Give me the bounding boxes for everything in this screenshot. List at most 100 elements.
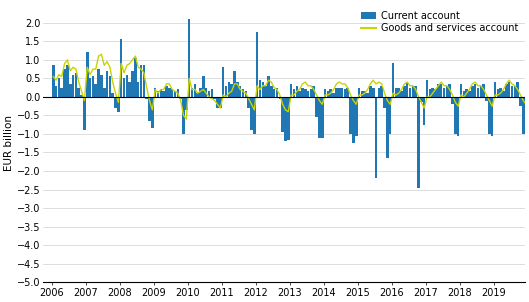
- Bar: [395, 88, 397, 97]
- Bar: [77, 88, 80, 97]
- Bar: [301, 88, 304, 97]
- Bar: [304, 89, 306, 97]
- Bar: [338, 88, 341, 97]
- Bar: [182, 97, 185, 134]
- Bar: [375, 97, 377, 178]
- Bar: [434, 89, 437, 97]
- Bar: [321, 97, 324, 138]
- Bar: [437, 84, 440, 97]
- Bar: [202, 76, 205, 97]
- Bar: [389, 97, 391, 134]
- Bar: [324, 89, 326, 97]
- Bar: [100, 75, 103, 97]
- Bar: [123, 78, 125, 97]
- Bar: [477, 88, 479, 97]
- Bar: [69, 84, 71, 97]
- Bar: [191, 88, 193, 97]
- Bar: [409, 88, 412, 97]
- Bar: [179, 97, 182, 99]
- Bar: [293, 89, 295, 97]
- Bar: [227, 82, 230, 97]
- Bar: [494, 82, 496, 97]
- Bar: [250, 97, 253, 130]
- Bar: [491, 97, 494, 136]
- Bar: [403, 86, 406, 97]
- Bar: [259, 80, 261, 97]
- Bar: [120, 39, 123, 97]
- Bar: [219, 97, 222, 108]
- Bar: [519, 97, 522, 106]
- Bar: [106, 71, 108, 97]
- Bar: [412, 86, 414, 97]
- Bar: [366, 93, 369, 97]
- Bar: [196, 93, 199, 97]
- Bar: [75, 73, 77, 97]
- Bar: [361, 91, 363, 97]
- Bar: [499, 88, 502, 97]
- Bar: [248, 97, 250, 108]
- Bar: [344, 89, 346, 97]
- Bar: [157, 91, 159, 97]
- Bar: [188, 19, 190, 97]
- Bar: [330, 89, 332, 97]
- Bar: [440, 84, 442, 97]
- Bar: [80, 95, 83, 97]
- Bar: [454, 97, 457, 134]
- Bar: [449, 84, 451, 97]
- Bar: [225, 86, 227, 97]
- Bar: [417, 97, 420, 188]
- Bar: [426, 80, 428, 97]
- Bar: [112, 93, 114, 97]
- Y-axis label: EUR billion: EUR billion: [4, 115, 14, 171]
- Bar: [296, 86, 298, 97]
- Bar: [502, 91, 505, 97]
- Bar: [384, 97, 386, 108]
- Bar: [55, 86, 57, 97]
- Legend: Current account, Goods and services account: Current account, Goods and services acco…: [359, 9, 520, 35]
- Bar: [140, 65, 142, 97]
- Bar: [352, 97, 354, 143]
- Bar: [66, 65, 69, 97]
- Bar: [386, 97, 389, 158]
- Bar: [462, 91, 465, 97]
- Bar: [363, 91, 366, 97]
- Bar: [125, 75, 128, 97]
- Bar: [270, 86, 272, 97]
- Bar: [420, 97, 423, 102]
- Bar: [457, 97, 460, 136]
- Bar: [466, 89, 468, 97]
- Bar: [468, 91, 471, 97]
- Bar: [397, 88, 400, 97]
- Bar: [267, 76, 270, 97]
- Bar: [137, 82, 140, 97]
- Bar: [154, 88, 157, 97]
- Bar: [290, 84, 293, 97]
- Bar: [171, 89, 174, 97]
- Bar: [505, 84, 508, 97]
- Bar: [284, 97, 287, 141]
- Bar: [445, 86, 448, 97]
- Bar: [222, 67, 224, 97]
- Bar: [242, 89, 244, 97]
- Bar: [341, 88, 343, 97]
- Bar: [103, 88, 105, 97]
- Bar: [211, 89, 213, 97]
- Bar: [168, 88, 171, 97]
- Bar: [497, 89, 499, 97]
- Bar: [309, 89, 312, 97]
- Bar: [208, 91, 210, 97]
- Bar: [72, 75, 75, 97]
- Bar: [307, 91, 309, 97]
- Bar: [406, 82, 408, 97]
- Bar: [522, 97, 525, 134]
- Bar: [326, 91, 329, 97]
- Bar: [233, 71, 236, 97]
- Bar: [194, 84, 196, 97]
- Bar: [335, 88, 338, 97]
- Bar: [95, 84, 97, 97]
- Bar: [372, 88, 375, 97]
- Bar: [205, 88, 207, 97]
- Bar: [485, 97, 488, 101]
- Bar: [160, 89, 162, 97]
- Bar: [332, 93, 335, 97]
